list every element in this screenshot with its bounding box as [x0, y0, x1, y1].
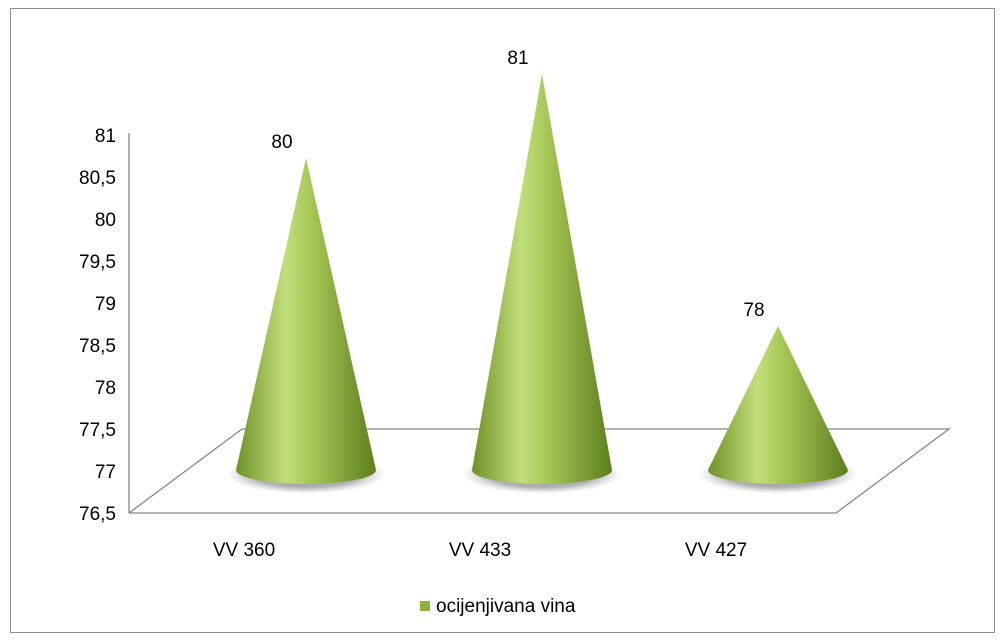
- y-tick-label: 78: [95, 378, 116, 399]
- y-tick-label: 79,5: [79, 252, 116, 273]
- cone-body: [472, 74, 612, 484]
- legend-swatch: [420, 601, 430, 611]
- y-tick-label: 77,5: [79, 420, 116, 441]
- cone-bar: [226, 158, 386, 494]
- category-label: VV 427: [685, 540, 747, 561]
- floor-outline: [128, 428, 951, 514]
- category-labels: VV 360 VV 433 VV 427: [213, 540, 747, 561]
- axis-frame: [128, 133, 951, 514]
- y-tick-label: 77: [95, 462, 116, 483]
- category-label: VV 360: [213, 540, 275, 561]
- cone-body: [236, 158, 376, 484]
- legend: ocijenjivana vina: [420, 596, 576, 617]
- y-tick-label: 78,5: [79, 336, 116, 357]
- cone-body: [708, 326, 848, 484]
- cones: [226, 74, 858, 494]
- y-tick-label: 80: [95, 210, 116, 231]
- legend-label: ocijenjivana vina: [436, 596, 576, 617]
- data-labels: 80 81 78: [271, 48, 764, 321]
- y-tick-label: 79: [95, 294, 116, 315]
- cone-bar: [462, 74, 622, 494]
- data-label: 78: [743, 300, 764, 321]
- category-label: VV 433: [449, 540, 511, 561]
- y-tick-label: 80,5: [79, 168, 116, 189]
- data-label: 80: [271, 132, 292, 153]
- data-label: 81: [507, 48, 528, 69]
- y-axis-ticks: 76,5 77 77,5 78 78,5 79 79,5 80 80,5 81: [79, 126, 116, 525]
- y-tick-label: 76,5: [79, 504, 116, 525]
- y-tick-label: 81: [95, 126, 116, 147]
- cone-bar: [698, 326, 858, 494]
